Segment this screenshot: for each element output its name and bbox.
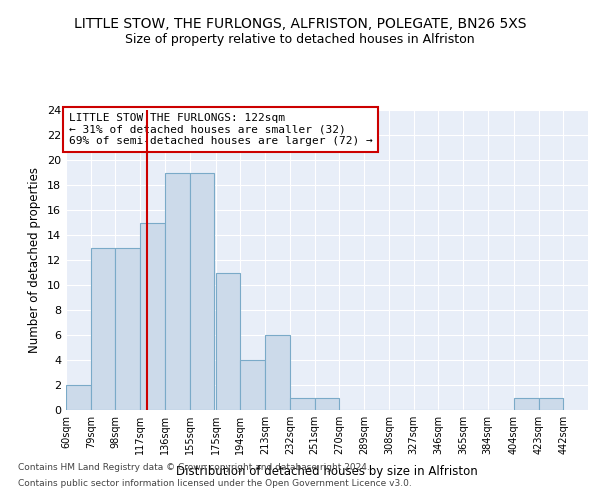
Bar [66,385,91,410]
Bar [514,398,539,410]
Text: LITTLE STOW, THE FURLONGS, ALFRISTON, POLEGATE, BN26 5XS: LITTLE STOW, THE FURLONGS, ALFRISTON, PO… [74,18,526,32]
Bar [216,272,241,410]
X-axis label: Distribution of detached houses by size in Alfriston: Distribution of detached houses by size … [176,466,478,478]
Bar [539,398,563,410]
Bar [190,172,214,410]
Bar [91,248,115,410]
Bar [165,172,190,410]
Bar [241,360,265,410]
Text: LITTLE STOW THE FURLONGS: 122sqm
← 31% of detached houses are smaller (32)
69% o: LITTLE STOW THE FURLONGS: 122sqm ← 31% o… [68,113,373,146]
Bar [265,335,290,410]
Text: Contains public sector information licensed under the Open Government Licence v3: Contains public sector information licen… [18,478,412,488]
Bar [140,222,165,410]
Text: Contains HM Land Registry data © Crown copyright and database right 2024.: Contains HM Land Registry data © Crown c… [18,464,370,472]
Bar [115,248,140,410]
Bar [290,398,314,410]
Y-axis label: Number of detached properties: Number of detached properties [28,167,41,353]
Text: Size of property relative to detached houses in Alfriston: Size of property relative to detached ho… [125,32,475,46]
Bar [314,398,340,410]
